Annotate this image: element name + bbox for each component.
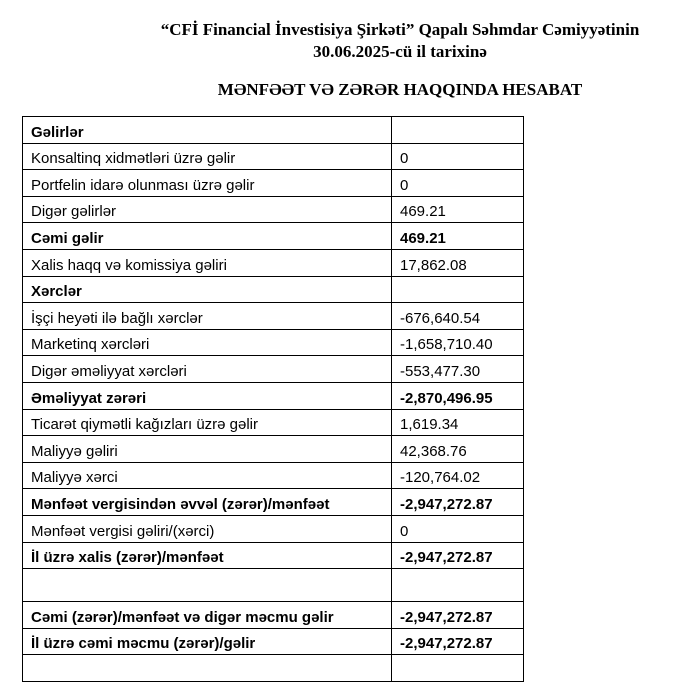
table-row: Marketinq xərcləri -1,658,710.40: [22, 328, 524, 357]
row-value: [391, 275, 524, 304]
row-label: [22, 654, 392, 682]
row-value: -2,947,272.87: [391, 541, 524, 570]
row-value: 469.21: [391, 195, 524, 224]
table-row: Mənfəət vergisindən əvvəl (zərər)/mənfəə…: [22, 488, 524, 516]
row-label: Digər əməliyyat xərcləri: [22, 355, 392, 383]
row-value: 0: [391, 169, 524, 197]
table-row: Ticarət qiymətli kağızları üzrə gəlir 1,6…: [22, 408, 524, 437]
income-statement-table: Gəlirlər Konsaltinq xidmətləri üzrə gəlir…: [22, 116, 524, 682]
row-value: -2,947,272.87: [391, 627, 524, 656]
row-value: -1,658,710.40: [391, 328, 524, 357]
report-title: MƏNFƏƏT VƏ ZƏRƏR HAQQINDA HESABAT: [217, 80, 583, 99]
row-value: 17,862.08: [391, 248, 524, 277]
row-label: Gəlirlər: [22, 116, 392, 144]
row-label: Portfelin idarə olunması üzrə gəlir: [22, 169, 392, 197]
table-row: Maliyyə gəliri 42,368.76: [22, 435, 524, 463]
report-date: 30.06.2025-cü il tarixinə: [313, 42, 487, 61]
table-row: Əməliyyat zərəri -2,870,496.95: [22, 381, 524, 410]
table-row: Maliyyə xərci -120,764.02: [22, 461, 524, 490]
table-row: Mənfəət vergisi gəliri/(xərci) 0: [22, 514, 524, 543]
table-row: Gəlirlər: [22, 116, 524, 144]
row-value: -2,947,272.87: [391, 601, 524, 629]
table-row: Digər əməliyyat xərcləri -553,477.30: [22, 355, 524, 383]
row-label: İl üzrə cəmi məcmu (zərər)/gəlir: [22, 627, 392, 656]
row-value: -2,870,496.95: [391, 381, 524, 410]
table-row: İl üzrə cəmi məcmu (zərər)/gəlir -2,947,2…: [22, 627, 524, 656]
table-row: Digər gəlirlər 469.21: [22, 195, 524, 224]
row-label: [22, 568, 392, 603]
row-value: 469.21: [391, 222, 524, 250]
table-row: Xalis haqq və komissiya gəliri 17,862.08: [22, 248, 524, 277]
row-label: Maliyyə xərci: [22, 461, 392, 490]
row-value: 0: [391, 514, 524, 543]
row-label: Xərclər: [22, 275, 392, 304]
row-value: 42,368.76: [391, 435, 524, 463]
table-row: Cəmi gəlir 469.21: [22, 222, 524, 250]
row-value: [391, 654, 524, 682]
table-row: Cəmi (zərər)/mənfəət və digər məcmu gəli…: [22, 601, 524, 629]
row-label: Cəmi gəlir: [22, 222, 392, 250]
row-label: Mənfəət vergisindən əvvəl (zərər)/mənfəə…: [22, 488, 392, 516]
row-value: [391, 116, 524, 144]
row-label: Mənfəət vergisi gəliri/(xərci): [22, 514, 392, 543]
row-label: İşçi heyəti ilə bağlı xərclər: [22, 302, 392, 330]
row-label: Cəmi (zərər)/mənfəət və digər məcmu gəli…: [22, 601, 392, 629]
row-label: Digər gəlirlər: [22, 195, 392, 224]
row-label: Konsaltinq xidmətləri üzrə gəlir: [22, 142, 392, 171]
table-row: Konsaltinq xidmətləri üzrə gəlir 0: [22, 142, 524, 171]
row-value: [391, 568, 524, 603]
row-value: -120,764.02: [391, 461, 524, 490]
row-value: -2,947,272.87: [391, 488, 524, 516]
row-label: Xalis haqq və komissiya gəliri: [22, 248, 392, 277]
row-value: 0: [391, 142, 524, 171]
row-label: Ticarət qiymətli kağızları üzrə gəlir: [22, 408, 392, 437]
row-label: Marketinq xərcləri: [22, 328, 392, 357]
table-row: İşçi heyəti ilə bağlı xərclər -676,640.54: [22, 302, 524, 330]
row-label: Maliyyə gəliri: [22, 435, 392, 463]
row-value: 1,619.34: [391, 408, 524, 437]
row-value: -553,477.30: [391, 355, 524, 383]
table-row: Portfelin idarə olunması üzrə gəlir 0: [22, 169, 524, 197]
company-title: “CFİ Financial İnvestisiya Şirkəti” Qapa…: [160, 20, 640, 39]
row-label: İl üzrə xalis (zərər)/mənfəət: [22, 541, 392, 570]
row-value: -676,640.54: [391, 302, 524, 330]
table-row: [22, 654, 524, 682]
table-row: Xərclər: [22, 275, 524, 304]
table-row: [22, 568, 524, 603]
row-label: Əməliyyat zərəri: [22, 381, 392, 410]
table-row: İl üzrə xalis (zərər)/mənfəət -2,947,272.…: [22, 541, 524, 570]
